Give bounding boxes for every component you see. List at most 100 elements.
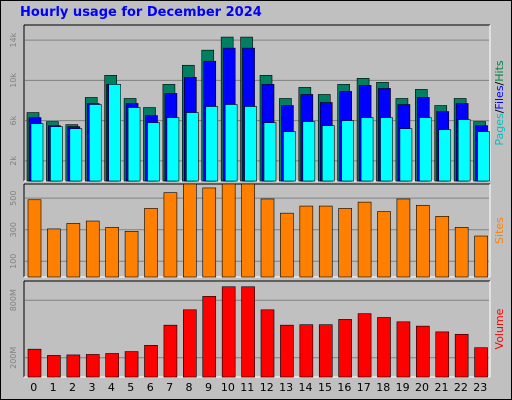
bar-pages-hour-8 bbox=[186, 112, 199, 182]
panel-0-background bbox=[24, 25, 490, 181]
bar-pages-hour-23 bbox=[477, 131, 490, 182]
bar-pages-hour-3 bbox=[88, 104, 102, 182]
panel-0-tick-label: 10k bbox=[9, 73, 18, 88]
panel-0-axis-label: Pages/Files/Hits bbox=[493, 60, 506, 146]
bar-pages-hour-15 bbox=[321, 125, 335, 182]
x-tick-label-hour-23: 23 bbox=[473, 381, 487, 394]
panel-2-tick-label: 200M bbox=[9, 347, 18, 369]
x-tick-label-hour-19: 19 bbox=[396, 381, 410, 394]
x-tick-label-hour-7: 7 bbox=[166, 381, 173, 394]
bar-sites-hour-11 bbox=[241, 183, 255, 278]
bar-volume-hour-11 bbox=[241, 286, 255, 378]
x-tick-label-hour-0: 0 bbox=[30, 381, 37, 394]
bar-volume-hour-0 bbox=[27, 348, 42, 378]
bar-pages-hour-0 bbox=[30, 123, 44, 182]
chart-title: Hourly usage for December 2024 bbox=[20, 5, 262, 20]
axis-label-part: Pages bbox=[493, 113, 506, 146]
bar-pages-hour-12 bbox=[263, 122, 277, 182]
bar-pages-hour-2 bbox=[69, 128, 83, 182]
axis-label-part: / bbox=[493, 81, 506, 85]
axis-label-part: Hits bbox=[493, 60, 506, 82]
bar-sites-hour-5 bbox=[124, 230, 139, 278]
bar-sites-hour-15 bbox=[318, 205, 333, 278]
x-tick-label-hour-11: 11 bbox=[240, 381, 254, 394]
bar-sites-hour-6 bbox=[144, 208, 158, 278]
bar-pages-hour-4 bbox=[108, 84, 121, 182]
x-tick-label-hour-4: 4 bbox=[108, 381, 115, 394]
panel-2-background bbox=[24, 281, 490, 377]
bar-pages-hour-7 bbox=[166, 117, 180, 182]
bar-sites-hour-14 bbox=[299, 205, 314, 278]
bar-sites-hour-2 bbox=[66, 223, 81, 278]
bar-sites-hour-1 bbox=[47, 228, 61, 278]
bar-volume-hour-10 bbox=[221, 286, 236, 378]
bar-volume-hour-8 bbox=[183, 309, 197, 378]
panel-2-tick-label: 800M bbox=[9, 289, 18, 311]
x-tick-label-hour-1: 1 bbox=[50, 381, 57, 394]
bar-sites-hour-18 bbox=[377, 211, 391, 278]
bar-sites-hour-8 bbox=[183, 183, 197, 278]
bar-sites-hour-21 bbox=[435, 216, 450, 278]
bar-volume-hour-3 bbox=[85, 354, 100, 378]
bar-volume-hour-2 bbox=[66, 354, 81, 378]
bar-volume-hour-22 bbox=[454, 333, 469, 378]
bar-volume-hour-14 bbox=[299, 324, 314, 378]
bar-pages-hour-10 bbox=[224, 104, 238, 182]
bar-sites-hour-0 bbox=[27, 199, 42, 278]
panel-0-tick-label: 14k bbox=[9, 32, 18, 47]
x-tick-label-hour-9: 9 bbox=[205, 381, 212, 394]
bar-volume-hour-4 bbox=[105, 353, 119, 378]
bar-volume-hour-7 bbox=[163, 324, 178, 378]
x-tick-label-hour-10: 10 bbox=[221, 381, 235, 394]
panel-1-tick-label: 100 bbox=[9, 254, 18, 269]
bar-sites-hour-9 bbox=[202, 187, 217, 278]
bar-pages-hour-20 bbox=[419, 117, 432, 182]
x-tick-label-hour-8: 8 bbox=[186, 381, 193, 394]
x-tick-label-hour-5: 5 bbox=[127, 381, 134, 394]
bar-sites-hour-17 bbox=[357, 201, 372, 278]
bar-sites-hour-19 bbox=[396, 198, 411, 278]
bar-sites-hour-12 bbox=[260, 198, 275, 278]
bar-sites-hour-13 bbox=[280, 212, 294, 278]
x-tick-label-hour-22: 22 bbox=[454, 381, 468, 394]
bar-volume-hour-13 bbox=[280, 324, 294, 378]
bar-volume-hour-23 bbox=[474, 347, 488, 378]
bar-volume-hour-12 bbox=[260, 309, 275, 378]
bar-pages-hour-13 bbox=[283, 131, 296, 182]
bar-sites-hour-22 bbox=[454, 227, 469, 278]
bar-pages-hour-11 bbox=[244, 106, 257, 182]
bar-sites-hour-23 bbox=[474, 235, 488, 278]
bar-pages-hour-17 bbox=[360, 117, 374, 182]
bar-sites-hour-7 bbox=[163, 192, 178, 278]
bar-volume-hour-16 bbox=[338, 319, 352, 378]
bar-volume-hour-18 bbox=[377, 317, 391, 378]
x-tick-label-hour-18: 18 bbox=[376, 381, 390, 394]
bar-pages-hour-21 bbox=[438, 129, 452, 182]
bar-volume-hour-9 bbox=[202, 296, 217, 378]
bar-pages-hour-16 bbox=[341, 120, 354, 182]
bar-volume-hour-1 bbox=[47, 355, 61, 378]
bar-sites-hour-3 bbox=[85, 220, 100, 278]
bar-volume-hour-19 bbox=[396, 321, 411, 378]
bar-volume-hour-15 bbox=[318, 324, 333, 378]
x-tick-label-hour-20: 20 bbox=[415, 381, 429, 394]
panel-1-tick-label: 500 bbox=[9, 191, 18, 206]
x-tick-label-hour-6: 6 bbox=[147, 381, 154, 394]
bar-sites-hour-4 bbox=[105, 227, 119, 278]
bar-sites-hour-20 bbox=[416, 204, 430, 278]
bar-volume-hour-17 bbox=[357, 313, 372, 378]
bar-pages-hour-14 bbox=[302, 121, 316, 182]
panel-0-tick-label: 2k bbox=[9, 156, 18, 166]
axis-label-part: / bbox=[493, 109, 506, 113]
bar-volume-hour-20 bbox=[416, 325, 430, 378]
panel-0-tick-label: 6k bbox=[9, 115, 18, 125]
bar-pages-hour-18 bbox=[380, 117, 393, 182]
bar-pages-hour-1 bbox=[50, 126, 63, 182]
x-tick-label-hour-2: 2 bbox=[69, 381, 76, 394]
bar-pages-hour-6 bbox=[147, 122, 160, 182]
bar-sites-hour-16 bbox=[338, 208, 352, 278]
bar-pages-hour-5 bbox=[127, 107, 141, 182]
bar-sites-hour-10 bbox=[221, 183, 236, 278]
